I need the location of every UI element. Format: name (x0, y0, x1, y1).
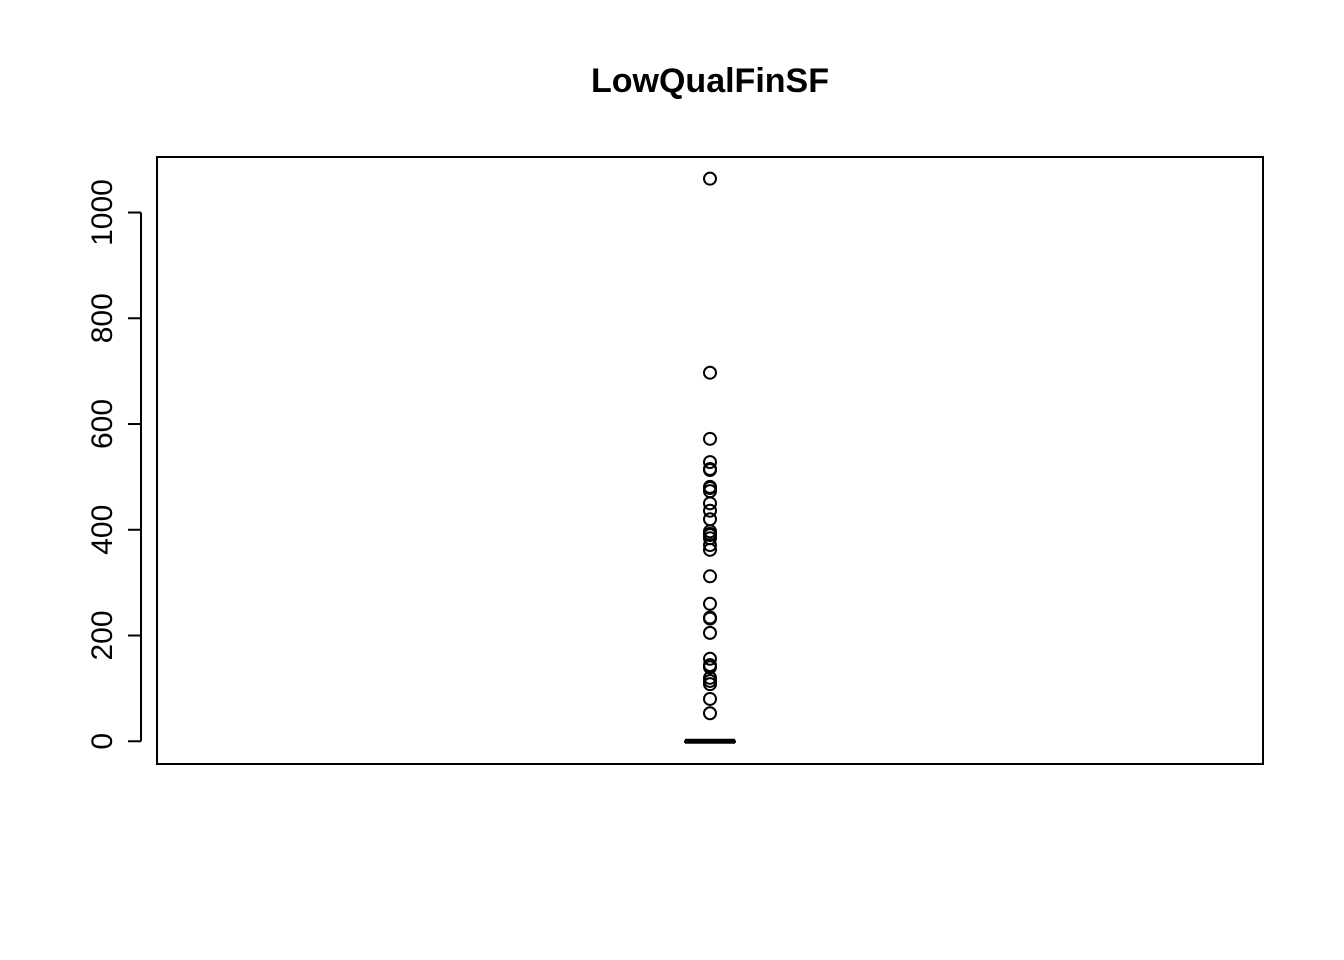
outlier-point (703, 431, 717, 446)
y-tick-label: 200 (86, 610, 119, 660)
outlier-point (703, 496, 717, 511)
outlier-point (703, 611, 717, 626)
y-tick-label: 400 (86, 505, 119, 555)
outlier-point (703, 503, 717, 518)
outlier-point (703, 660, 717, 675)
y-tick-label: 1000 (86, 179, 119, 246)
y-tick-label: 600 (86, 399, 119, 449)
outlier-point (703, 365, 717, 380)
chart-title: LowQualFinSF (591, 62, 829, 100)
outlier-point (703, 512, 717, 527)
outlier-point (703, 455, 717, 470)
outlier-point (703, 171, 717, 186)
outlier-point (703, 625, 717, 640)
plot-frame (156, 156, 1264, 765)
outlier-point (703, 596, 717, 611)
outlier-point (703, 569, 717, 584)
outlier-point (703, 542, 717, 557)
outlier-point (703, 651, 717, 666)
outlier-point (703, 706, 717, 721)
box-group (684, 738, 736, 744)
outlier-point (703, 463, 717, 478)
outlier-point (703, 691, 717, 706)
y-tick-label: 0 (86, 733, 119, 750)
outlier-point (703, 677, 717, 692)
outlier-group (703, 171, 717, 721)
y-axis-ticks: 0 200 400 600 800 1000 (86, 179, 141, 750)
outlier-point (703, 538, 717, 553)
y-tick-label: 800 (86, 293, 119, 343)
